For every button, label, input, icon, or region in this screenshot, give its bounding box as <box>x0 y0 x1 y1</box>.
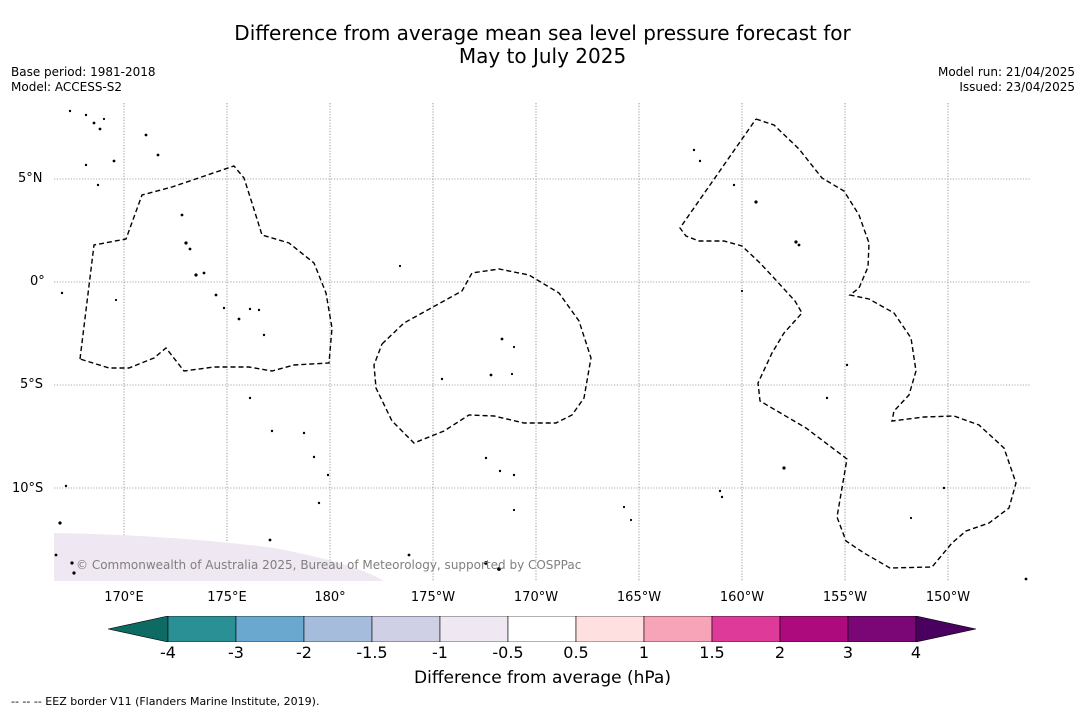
lat-label-5s: 5°S <box>20 377 44 392</box>
colorbar-segment <box>371 616 441 642</box>
colorbar-tick: 1 <box>638 643 650 662</box>
lon-label-175w: 175°W <box>410 590 456 605</box>
colorbar-tick: -4 <box>160 643 176 662</box>
meta-right: Model run: 21/04/2025 Issued: 23/04/2025 <box>938 65 1075 95</box>
colorbar-segment <box>779 616 849 642</box>
map-title: Difference from average mean sea level p… <box>0 22 1085 68</box>
colorbar-label: Difference from average (hPa) <box>414 668 671 688</box>
colorbar-segment <box>507 616 577 642</box>
issued-date: Issued: 23/04/2025 <box>959 80 1075 94</box>
colorbar-segment <box>575 616 645 642</box>
colorbar-tick: 0.5 <box>563 643 589 662</box>
eez-border-east <box>679 118 1017 569</box>
model-name: Model: ACCESS-S2 <box>11 80 123 94</box>
lon-label-180: 180° <box>314 590 346 605</box>
islands <box>54 109 1028 581</box>
lon-label-170w: 170°W <box>513 590 559 605</box>
lon-label-155w: 155°W <box>822 590 868 605</box>
lon-label-165w: 165°W <box>616 590 662 605</box>
eez-legend-note: -- -- -- EEZ border V11 (Flanders Marine… <box>11 695 320 708</box>
model-run: Model run: 21/04/2025 <box>937 65 1075 79</box>
colorbar-extend-high <box>915 616 977 642</box>
colorbar-tick: 4 <box>910 643 922 662</box>
gridlines <box>54 103 1031 581</box>
title-line-1: Difference from average mean sea level p… <box>234 21 851 45</box>
colorbar-tick: -1 <box>432 643 448 662</box>
colorbar-segment <box>643 616 713 642</box>
lat-label-5n: 5°N <box>18 171 43 186</box>
lon-label-170e: 170°E <box>104 590 144 605</box>
base-period: Base period: 1981-2018 <box>11 65 156 79</box>
meta-left: Base period: 1981-2018 Model: ACCESS-S2 <box>11 65 156 95</box>
eez-border-central <box>373 268 592 444</box>
colorbar-tick: 3 <box>842 643 854 662</box>
lon-label-160w: 160°W <box>719 590 765 605</box>
colorbar-tick: 2 <box>774 643 786 662</box>
eez-borders <box>79 118 1017 569</box>
colorbar-segment <box>439 616 509 642</box>
colorbar-segment <box>167 616 237 642</box>
colorbar-segment <box>235 616 305 642</box>
colorbar-tick: -3 <box>228 643 244 662</box>
colorbar-tick: 1.5 <box>699 643 725 662</box>
colorbar <box>108 616 977 642</box>
copyright-notice: © Commonwealth of Australia 2025, Bureau… <box>76 558 582 572</box>
colorbar-segment <box>847 616 917 642</box>
lon-label-150w: 150°W <box>925 590 971 605</box>
colorbar-segment <box>711 616 781 642</box>
lat-label-10s: 10°S <box>12 481 44 496</box>
map-canvas <box>54 103 1031 581</box>
title-line-2: May to July 2025 <box>458 44 627 68</box>
lon-label-175e: 175°E <box>207 590 247 605</box>
colorbar-tick: -1.5 <box>356 643 388 662</box>
colorbar-extend-low <box>108 616 169 642</box>
colorbar-tick: -0.5 <box>492 643 524 662</box>
colorbar-tick: -2 <box>296 643 312 662</box>
anomaly-shading-region <box>54 533 384 581</box>
lat-label-0: 0° <box>30 274 45 289</box>
eez-border-west <box>79 165 333 372</box>
colorbar-segment <box>303 616 373 642</box>
